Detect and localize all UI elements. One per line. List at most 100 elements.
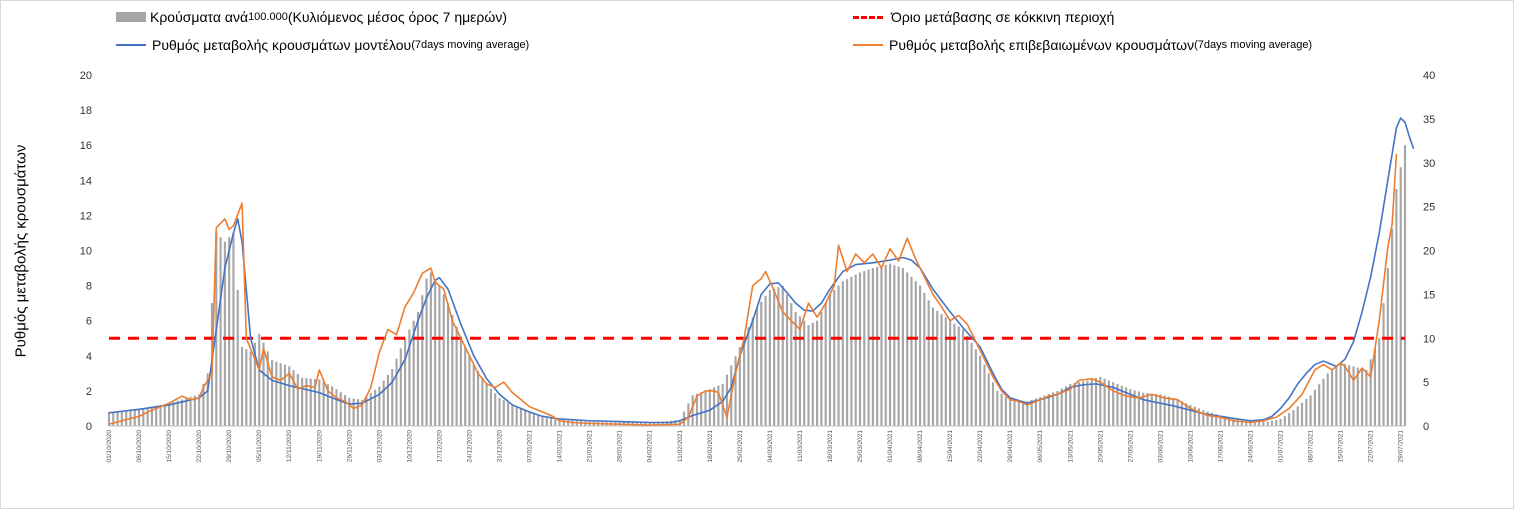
bar (1348, 365, 1351, 426)
bar (966, 336, 969, 426)
bar (1326, 373, 1329, 426)
bar (1030, 399, 1033, 426)
bar (446, 303, 450, 426)
bar (519, 408, 523, 426)
bar (1395, 189, 1398, 426)
x-tick-label: 14/01/2021 (557, 430, 564, 463)
x-tick-label: 04/02/2021 (647, 430, 654, 463)
bar (275, 361, 278, 426)
bar (1283, 416, 1286, 426)
bar (498, 397, 501, 426)
bar (1124, 387, 1128, 426)
bar (751, 317, 754, 426)
bar (335, 389, 338, 426)
bar (936, 310, 939, 426)
bar (567, 420, 570, 426)
bar (708, 389, 711, 426)
x-tick-label: 03/06/2021 (1157, 430, 1164, 463)
bar (983, 364, 986, 426)
legend-model-swatch (116, 44, 146, 46)
y-tick-left: 18 (80, 105, 92, 117)
bar (738, 347, 741, 426)
y-tick-right: 5 (1423, 377, 1429, 389)
bar (1219, 415, 1222, 426)
y-tick-right: 15 (1423, 289, 1435, 301)
x-tick-label: 24/12/2020 (466, 430, 473, 463)
bar (1288, 413, 1291, 426)
legend-bars: Κρούσματα ανά 100.000 (Κυλιόμενος μέσος … (116, 9, 507, 25)
bar (755, 307, 759, 426)
bar (438, 285, 441, 426)
bar (219, 237, 222, 426)
bar (901, 268, 904, 426)
y-tick-left: 14 (80, 175, 92, 187)
bar (914, 281, 917, 426)
x-tick-label: 08/07/2021 (1308, 430, 1315, 463)
bar (1215, 414, 1218, 426)
bar (176, 400, 179, 426)
x-tick-label: 17/12/2020 (436, 430, 443, 463)
bar (1361, 368, 1364, 426)
bar (1386, 268, 1389, 426)
bar (841, 281, 844, 426)
x-tick-label: 08/10/2020 (136, 430, 143, 463)
bar (1142, 392, 1145, 426)
bar (1107, 380, 1110, 426)
x-tick-label: 01/07/2021 (1278, 430, 1285, 463)
bar (906, 272, 909, 426)
bar (155, 405, 158, 426)
x-tick-label: 25/03/2021 (857, 430, 864, 463)
bar (1262, 421, 1265, 426)
bar (361, 399, 364, 426)
bar (1369, 359, 1372, 426)
bar (545, 417, 548, 426)
x-tick-label: 15/07/2021 (1338, 430, 1345, 463)
bar (429, 272, 432, 426)
bar (1232, 417, 1235, 426)
bar (1279, 418, 1282, 426)
bar (1017, 400, 1020, 426)
bar (957, 326, 960, 426)
y-tick-right: 30 (1423, 158, 1435, 170)
legend-bars-label-a: Κρούσματα ανά (150, 9, 249, 25)
x-tick-label: 29/07/2021 (1398, 430, 1405, 463)
legend-bars-label-c: (Κυλιόμενος μέσος όρος 7 ημερών) (287, 9, 507, 25)
x-tick-label: 29/04/2021 (1007, 430, 1014, 463)
bar (356, 399, 359, 426)
bar (198, 394, 201, 426)
bar (747, 327, 750, 426)
bar (1129, 389, 1132, 426)
bar (854, 274, 857, 426)
bar (828, 294, 832, 427)
bar (884, 264, 887, 426)
bar (670, 420, 673, 426)
bar (1258, 421, 1261, 426)
x-tick-label: 04/03/2021 (767, 430, 774, 463)
bar (395, 358, 398, 426)
bar (1009, 399, 1012, 426)
bar (365, 396, 368, 426)
bar (1150, 393, 1153, 426)
bar (695, 393, 698, 426)
bar (1039, 397, 1042, 426)
bar (863, 270, 866, 426)
series-line-model (108, 117, 1415, 424)
bar (271, 360, 274, 426)
bar (288, 366, 291, 426)
bar (1026, 401, 1029, 426)
y-tick-left: 10 (80, 246, 92, 258)
x-tick-label: 17/06/2021 (1217, 430, 1224, 463)
bar (1352, 366, 1355, 426)
bar (1094, 378, 1098, 426)
x-tick-label: 28/01/2021 (617, 430, 624, 463)
bar (511, 404, 514, 426)
bar (833, 289, 836, 426)
bar (1137, 391, 1141, 426)
bar (236, 289, 239, 426)
bar (1172, 397, 1175, 426)
bar (648, 422, 651, 426)
bar (674, 420, 677, 426)
bar (794, 311, 797, 426)
bar (476, 371, 480, 426)
